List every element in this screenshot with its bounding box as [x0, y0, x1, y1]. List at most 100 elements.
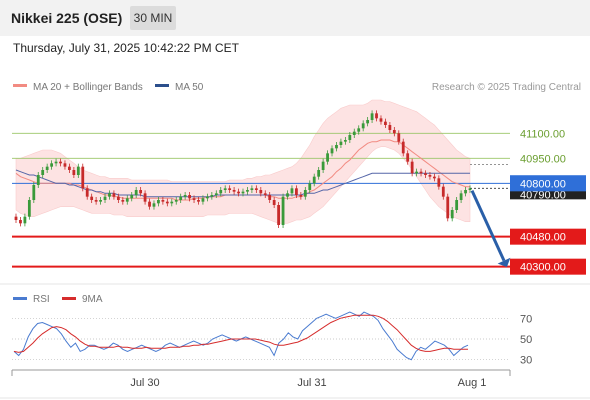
- candle: [201, 198, 205, 202]
- candle: [295, 188, 298, 195]
- candle: [317, 170, 321, 177]
- level-tag: [510, 175, 586, 192]
- candle: [308, 183, 312, 190]
- candle: [174, 200, 178, 202]
- candle: [259, 190, 263, 194]
- candle: [299, 195, 303, 197]
- candle: [228, 188, 232, 190]
- legend-label-ma20: MA 20 + Bollinger Bands: [33, 82, 143, 93]
- candle: [94, 200, 98, 202]
- legend-swatch-ma50: [155, 84, 169, 87]
- candle: [148, 201, 151, 207]
- candle: [303, 190, 307, 197]
- x-tick-label: Aug 1: [458, 377, 487, 389]
- candle: [14, 216, 18, 220]
- candle: [432, 176, 436, 179]
- candle: [90, 196, 94, 200]
- candle: [32, 185, 36, 200]
- chart-credit: Research © 2025 Trading Central: [432, 82, 581, 93]
- candle: [214, 193, 218, 195]
- candle: [197, 200, 200, 202]
- level-label: 41100.00: [520, 128, 565, 140]
- candle: [112, 193, 116, 197]
- candle: [192, 198, 196, 200]
- candle: [388, 125, 392, 130]
- candle: [19, 220, 22, 224]
- rsi-tick-label: 50: [520, 334, 532, 346]
- candle: [401, 141, 405, 154]
- legend-swatch-rsi: [13, 297, 27, 300]
- legend-label-ma50: MA 50: [175, 82, 204, 93]
- candle: [54, 161, 58, 164]
- candle: [170, 201, 174, 204]
- candle: [68, 166, 71, 170]
- last-price-tag: [510, 189, 586, 200]
- candle: [188, 195, 191, 199]
- candle: [464, 190, 467, 194]
- candle: [410, 161, 414, 174]
- level-label: 40950.00: [520, 153, 566, 165]
- level-tag: [510, 228, 586, 245]
- candle: [268, 195, 272, 200]
- chart-datetime: Thursday, July 31, 2025 10:42:22 PM CET: [13, 41, 239, 55]
- candle: [223, 188, 227, 190]
- candle: [134, 190, 138, 195]
- instrument-title: Nikkei 225 (OSE): [11, 10, 123, 26]
- candle: [219, 190, 223, 194]
- candle: [108, 193, 111, 197]
- candle: [281, 196, 285, 225]
- candle: [343, 140, 347, 142]
- candle: [370, 113, 374, 120]
- legend-swatch-ma20: [13, 84, 27, 87]
- candle: [63, 163, 67, 167]
- candle: [263, 193, 267, 195]
- candle: [183, 195, 187, 197]
- candle: [286, 193, 289, 197]
- candle: [143, 193, 147, 202]
- level-label: 40800.00: [520, 178, 566, 190]
- candle: [348, 135, 352, 140]
- bollinger-band: [15, 99, 471, 224]
- candle: [272, 200, 276, 205]
- candle: [428, 175, 432, 177]
- candle: [179, 196, 183, 200]
- candle: [81, 166, 85, 189]
- candle: [130, 195, 134, 199]
- candle: [76, 166, 80, 175]
- candle: [161, 200, 165, 202]
- candle: [41, 170, 45, 175]
- rsi-line: [13, 311, 469, 361]
- candle: [152, 203, 156, 207]
- candle: [419, 171, 423, 174]
- candle: [157, 200, 160, 204]
- candle: [352, 131, 356, 135]
- candle: [50, 163, 54, 167]
- candle: [446, 196, 450, 219]
- candle: [290, 188, 294, 194]
- candle: [23, 216, 27, 224]
- top-bar: [0, 0, 590, 36]
- candle: [335, 145, 338, 149]
- level-tag: [510, 258, 586, 275]
- candle: [357, 128, 361, 132]
- legend-label-rsi: RSI: [33, 294, 50, 305]
- forecast-arrowhead: [497, 257, 511, 268]
- candle: [254, 188, 258, 190]
- level-label: 40300.00: [520, 262, 566, 274]
- candle: [116, 196, 120, 200]
- candle: [246, 190, 249, 192]
- rsi-tick-label: 70: [520, 313, 532, 325]
- candle: [27, 200, 31, 217]
- candle: [326, 153, 329, 162]
- candle: [205, 196, 209, 199]
- interval-button[interactable]: 30 MIN: [130, 6, 176, 30]
- last-price-label: 40790.00: [520, 189, 566, 201]
- candle: [384, 121, 387, 125]
- x-tick-label: Jul 30: [130, 377, 159, 389]
- candle: [277, 205, 281, 225]
- legend-label-9ma: 9MA: [82, 294, 103, 305]
- candle: [321, 161, 325, 170]
- candle: [165, 201, 169, 204]
- candle: [437, 178, 441, 187]
- level-label: 40480.00: [520, 232, 566, 244]
